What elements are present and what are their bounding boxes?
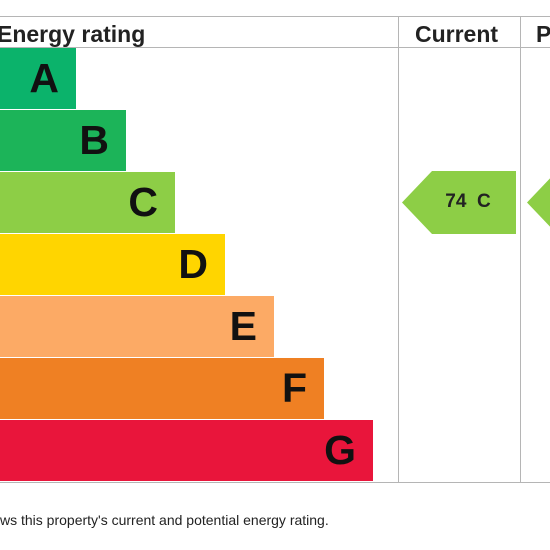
energy-rating-header: Energy rating bbox=[0, 21, 146, 47]
current-column-divider bbox=[398, 16, 399, 483]
band-g: G bbox=[0, 420, 373, 481]
footer-note: ws this property's current and potential… bbox=[0, 512, 329, 528]
band-letter-e: E bbox=[229, 303, 257, 349]
potential-column-divider bbox=[520, 16, 521, 483]
band-c: C bbox=[0, 172, 175, 233]
band-e: E bbox=[0, 296, 274, 357]
band-b: B bbox=[0, 110, 126, 171]
current-rating-label: 74 C bbox=[445, 191, 491, 212]
band-letter-a: A bbox=[29, 55, 59, 101]
potential-header: P bbox=[536, 21, 550, 47]
header-divider bbox=[0, 47, 550, 48]
band-letter-c: C bbox=[128, 179, 158, 225]
band-a: A bbox=[0, 48, 76, 109]
band-d: D bbox=[0, 234, 225, 295]
band-letter-b: B bbox=[79, 117, 109, 163]
band-letter-d: D bbox=[178, 241, 208, 287]
current-header: Current bbox=[415, 21, 499, 47]
top-border bbox=[0, 16, 550, 17]
band-letter-f: F bbox=[281, 365, 307, 411]
bottom-border bbox=[0, 482, 550, 483]
potential-rating-pointer bbox=[527, 178, 550, 227]
band-f: F bbox=[0, 358, 324, 419]
current-rating-pointer bbox=[402, 171, 516, 234]
band-letter-g: G bbox=[324, 427, 356, 473]
